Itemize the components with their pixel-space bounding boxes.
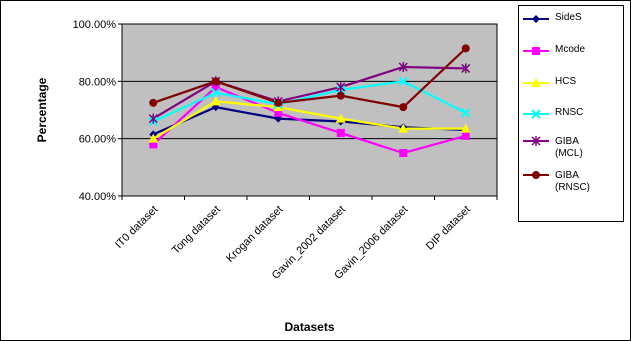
data-point — [336, 91, 345, 100]
legend-symbol — [523, 78, 549, 87]
data-point — [399, 103, 408, 112]
data-point — [398, 62, 408, 72]
x-tick-label: Tong dataset — [170, 204, 223, 257]
legend-item: GIBA (RNSC) — [519, 166, 623, 196]
data-point — [211, 83, 220, 92]
legend-item: HCS — [519, 74, 623, 94]
y-axis-ticks: 40.00% 60.00% 80.00% 100.00% — [73, 19, 122, 203]
data-point — [460, 123, 471, 133]
legend: SideS Mcode HCS RNSC GIBA (MCL) GIBA (RNSC) — [518, 5, 624, 222]
data-point — [399, 149, 408, 157]
data-point — [532, 171, 540, 179]
legend-label: HCS — [555, 76, 577, 87]
legend-label-line: (MCL) — [555, 148, 583, 159]
series-line — [152, 65, 466, 120]
legend-label: GIBA (MCL) — [555, 136, 583, 160]
legend-symbol — [523, 136, 549, 146]
x-tick-label: DIP dataset — [424, 204, 473, 253]
data-point — [532, 47, 540, 55]
data-point — [336, 128, 345, 137]
y-tick-label: 80.00% — [79, 76, 117, 88]
legend-label: Mcode — [555, 44, 586, 55]
data-point — [211, 88, 221, 98]
legend-label: SideS — [555, 12, 582, 23]
y-axis-title: Percentage — [35, 77, 49, 142]
data-point — [335, 113, 346, 123]
data-point — [149, 98, 158, 107]
series-line — [152, 47, 467, 109]
data-point — [148, 113, 158, 124]
data-point — [211, 77, 220, 86]
legend-label: GIBA (RNSC) — [555, 170, 590, 194]
data-point — [461, 44, 470, 53]
data-point — [461, 108, 471, 118]
x-tick-label: IT0 dataset — [113, 204, 160, 251]
legend-symbol — [523, 109, 549, 119]
legend-label-line: GIBA — [555, 170, 579, 181]
data-point — [336, 82, 346, 93]
legend-label-line: GIBA — [555, 136, 579, 147]
legend-label: RNSC — [555, 107, 584, 118]
y-tick-label: 60.00% — [79, 134, 117, 146]
data-point — [274, 108, 283, 117]
legend-symbol — [523, 47, 549, 55]
data-point — [149, 140, 158, 149]
legend-item: SideS — [519, 10, 623, 30]
data-point — [461, 131, 470, 140]
series-line — [152, 80, 467, 123]
data-point — [531, 136, 541, 146]
data-point — [398, 123, 409, 133]
x-axis-title: Datasets — [284, 320, 334, 334]
data-point — [461, 63, 471, 74]
legend-symbol — [523, 171, 549, 179]
legend-symbol — [523, 15, 549, 23]
data-point — [210, 96, 221, 106]
legend-label-line: (RNSC) — [555, 182, 590, 193]
series-line — [152, 100, 466, 140]
data-point — [398, 76, 408, 87]
data-point — [531, 78, 541, 87]
data-point — [274, 98, 283, 107]
x-tick-label: Krogan dataset — [224, 204, 285, 265]
legend-item: Mcode — [519, 42, 623, 62]
data-point — [148, 133, 159, 143]
legend-item: RNSC — [519, 105, 623, 125]
legend-item: GIBA (MCL) — [519, 132, 623, 162]
series-lines — [152, 47, 467, 155]
y-tick-label: 40.00% — [79, 191, 117, 203]
data-point — [531, 109, 541, 119]
data-point — [532, 15, 540, 23]
y-tick-label: 100.00% — [73, 19, 117, 31]
series-markers — [148, 44, 471, 157]
x-axis-ticks: IT0 dataset Tong dataset Krogan datasetGav… — [113, 196, 498, 282]
